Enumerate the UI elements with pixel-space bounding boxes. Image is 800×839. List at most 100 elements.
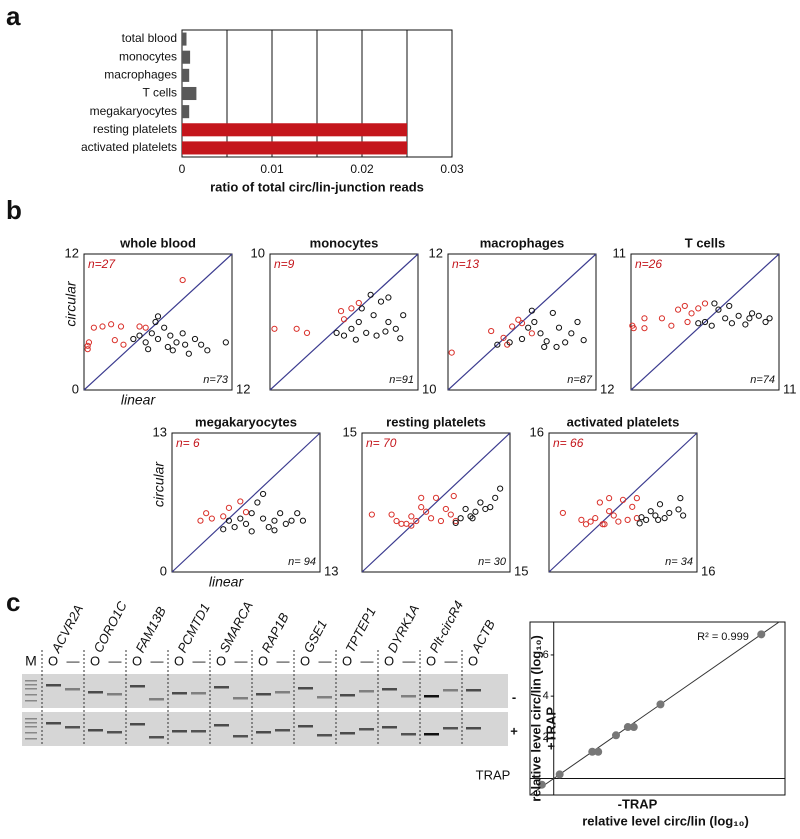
point bbox=[148, 330, 155, 337]
point bbox=[254, 499, 261, 506]
plot-frame bbox=[529, 621, 786, 796]
y-tick-label: 12 bbox=[65, 245, 79, 260]
ladder-band bbox=[25, 726, 37, 728]
point bbox=[715, 306, 722, 313]
point bbox=[537, 780, 546, 789]
point bbox=[423, 508, 430, 515]
point bbox=[681, 302, 688, 310]
point bbox=[368, 511, 375, 518]
band bbox=[401, 695, 416, 698]
x-tick-label: 16 bbox=[701, 563, 715, 578]
point bbox=[208, 515, 215, 522]
lane-label: — bbox=[193, 653, 206, 668]
bar bbox=[182, 86, 197, 101]
lane-label: O bbox=[384, 653, 394, 668]
annotation: n=87 bbox=[567, 374, 593, 386]
band bbox=[298, 725, 313, 728]
gene-label: ACTB bbox=[468, 617, 498, 656]
chart-title: resting platelets bbox=[386, 414, 486, 429]
point bbox=[606, 495, 613, 502]
point bbox=[711, 300, 718, 307]
y-tick-label: 15 bbox=[343, 424, 357, 439]
point bbox=[282, 520, 289, 527]
category-label: T cells bbox=[143, 86, 177, 100]
point bbox=[537, 330, 544, 337]
point bbox=[99, 323, 106, 330]
band bbox=[214, 686, 229, 689]
band bbox=[172, 692, 187, 695]
panel-label: c bbox=[6, 587, 20, 617]
plot-frame bbox=[269, 253, 419, 391]
ladder-band bbox=[25, 732, 37, 734]
lane-label: — bbox=[151, 653, 164, 668]
band bbox=[424, 695, 439, 698]
chart-title: macrophages bbox=[480, 235, 565, 250]
point bbox=[555, 770, 564, 779]
gene-label: FAM13B bbox=[132, 604, 169, 655]
point bbox=[432, 494, 440, 501]
band bbox=[65, 688, 80, 691]
point bbox=[377, 298, 385, 305]
gene-label: Plt-circR4 bbox=[426, 598, 466, 655]
point bbox=[701, 300, 709, 307]
band bbox=[214, 724, 229, 727]
point bbox=[355, 299, 362, 307]
point bbox=[452, 517, 459, 525]
chart-title: activated platelets bbox=[567, 414, 680, 429]
band bbox=[256, 693, 271, 696]
band bbox=[88, 691, 103, 694]
lane-label: O bbox=[258, 653, 268, 668]
point bbox=[337, 308, 345, 315]
point bbox=[525, 324, 532, 331]
y-tick-label: 6 bbox=[543, 649, 549, 661]
point bbox=[594, 747, 603, 756]
band bbox=[107, 731, 122, 734]
band bbox=[359, 690, 374, 693]
point bbox=[198, 341, 205, 348]
lane-label: — bbox=[109, 653, 122, 668]
point bbox=[120, 341, 127, 348]
annotation: n= 66 bbox=[553, 436, 584, 450]
point bbox=[225, 517, 233, 524]
point bbox=[271, 517, 278, 524]
point bbox=[173, 339, 180, 346]
band bbox=[382, 688, 397, 691]
point bbox=[154, 335, 162, 343]
point bbox=[271, 325, 278, 332]
y-tick-label: 13 bbox=[153, 424, 167, 439]
point bbox=[340, 316, 348, 323]
y-axis-label: +TRAP bbox=[543, 707, 558, 750]
annotation: n=26 bbox=[635, 257, 662, 271]
band bbox=[466, 689, 481, 692]
ladder-band bbox=[25, 694, 37, 696]
point bbox=[726, 302, 733, 310]
lane-label: O bbox=[216, 653, 226, 668]
point bbox=[448, 349, 455, 356]
point bbox=[393, 517, 400, 525]
point bbox=[658, 315, 666, 322]
point bbox=[352, 336, 359, 343]
point bbox=[655, 516, 662, 523]
point bbox=[641, 315, 648, 322]
annotation: n= 94 bbox=[288, 556, 316, 568]
x-axis-label: -TRAP bbox=[618, 796, 658, 811]
point bbox=[182, 341, 189, 348]
y-tick-label: 10 bbox=[251, 245, 265, 260]
annotation: n=13 bbox=[452, 257, 479, 271]
point bbox=[220, 513, 227, 520]
ladder-band bbox=[25, 738, 37, 740]
y-tick-label: 4 bbox=[543, 690, 549, 702]
gene-label: SMARCA bbox=[216, 599, 255, 655]
point bbox=[117, 323, 125, 330]
lane-label: O bbox=[174, 653, 184, 668]
lane-label: — bbox=[319, 653, 332, 668]
ladder-band bbox=[25, 722, 37, 724]
point bbox=[647, 508, 654, 515]
annotation: n= 30 bbox=[478, 556, 507, 568]
x-tick-label: 0.02 bbox=[350, 162, 374, 176]
x-tick-label: 0 bbox=[179, 162, 186, 176]
point bbox=[299, 517, 307, 524]
y-axis-label: relative level circ/lin (log₁₀) bbox=[528, 635, 543, 802]
point bbox=[294, 510, 301, 517]
condition-label: TRAP bbox=[476, 767, 511, 782]
